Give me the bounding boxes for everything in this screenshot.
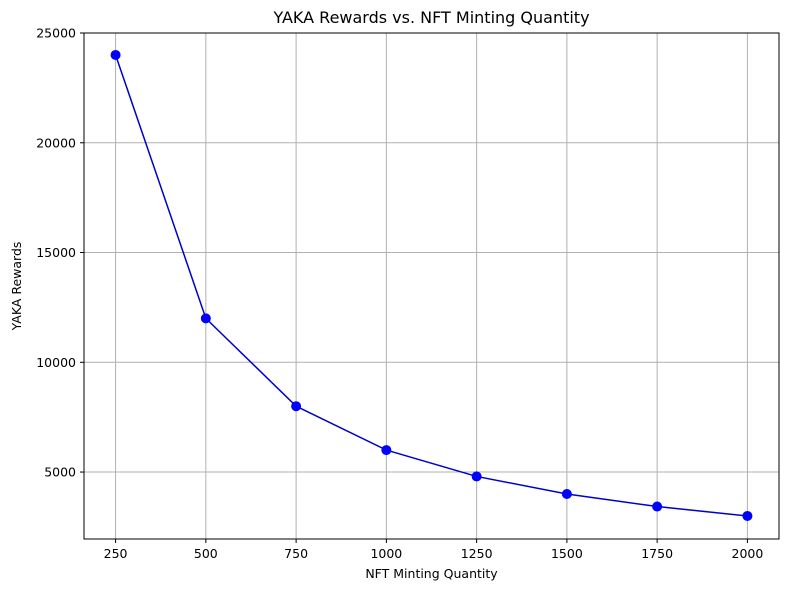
x-tick-label: 2000 xyxy=(732,546,764,561)
data-point xyxy=(652,501,663,512)
data-point xyxy=(381,445,392,456)
data-point xyxy=(471,471,482,482)
y-axis-label: YAKA Rewards xyxy=(9,242,24,332)
data-point xyxy=(291,401,302,412)
chart-title: YAKA Rewards vs. NFT Minting Quantity xyxy=(272,8,589,27)
data-point xyxy=(742,510,753,521)
axis-ticks: 250 500 750 1000 1250 1500 1750 2000 5000 10000 15… xyxy=(36,26,763,562)
series-layer xyxy=(110,49,753,521)
data-point xyxy=(200,313,211,324)
x-tick-label: 250 xyxy=(104,546,128,561)
x-tick-label: 1250 xyxy=(461,546,493,561)
x-tick-label: 1500 xyxy=(551,546,583,561)
y-tick-label: 5000 xyxy=(44,465,76,480)
x-tick-label: 1750 xyxy=(641,546,673,561)
y-tick-label: 15000 xyxy=(36,245,76,260)
series-line xyxy=(114,54,748,517)
y-tick-label: 20000 xyxy=(36,135,76,150)
x-tick-label: 500 xyxy=(194,546,218,561)
plot-area-frame xyxy=(83,32,780,540)
x-tick-label: 1000 xyxy=(370,546,402,561)
y-tick-label: 25000 xyxy=(36,26,76,41)
x-axis-label: NFT Minting Quantity xyxy=(365,566,498,581)
data-point xyxy=(110,49,121,60)
y-tick-label: 10000 xyxy=(36,355,76,370)
x-tick-label: 750 xyxy=(284,546,308,561)
data-point xyxy=(561,488,572,499)
